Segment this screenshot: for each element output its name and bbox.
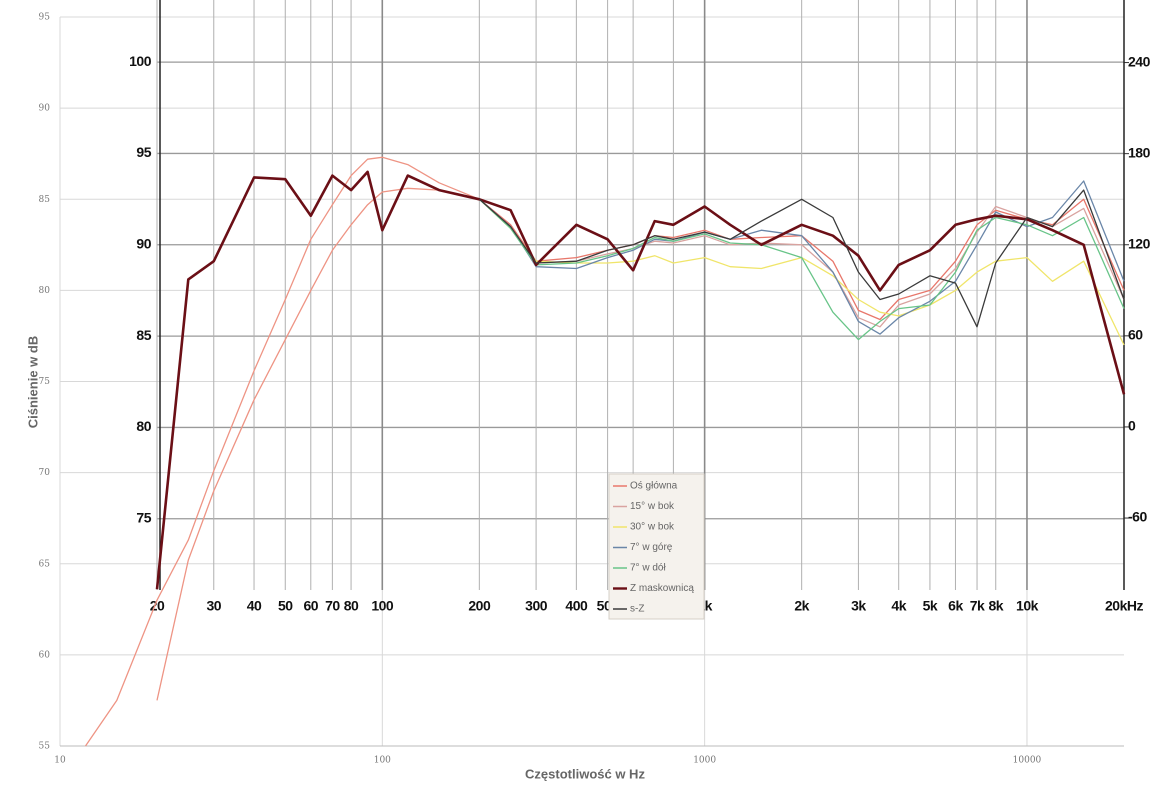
line-layer [84, 156, 1126, 747]
y2-tick-label: 60 [1128, 327, 1143, 343]
x-tick-label: 400 [565, 598, 588, 614]
x-tick-label: 4k [891, 598, 906, 614]
y-tick-label: 75 [136, 509, 151, 525]
x-tick-label: 3k [851, 598, 866, 614]
x-tick-label: 40 [247, 598, 262, 614]
x-tick-label: 60 [304, 598, 319, 614]
y2-tick-label: 120 [1128, 235, 1151, 251]
y2-tick-label: -60 [1128, 509, 1147, 525]
x-tick-label: 200 [468, 598, 491, 614]
x-tick-label: 100 [374, 756, 391, 766]
legend-label: s-Z [630, 604, 644, 615]
x-tick-label: 8k [988, 598, 1003, 614]
y-tick-label: 85 [136, 327, 151, 343]
y2-tick-label: 240 [1128, 53, 1151, 69]
series-line [478, 180, 1125, 335]
x-tick-label: 70 [325, 598, 340, 614]
x-tick-label: 1000 [693, 756, 716, 766]
x-tick-label: 300 [525, 598, 548, 614]
y-tick-label: 75 [39, 377, 51, 387]
y-axis-title: Ciśnienie w dB [25, 336, 40, 428]
x-tick-label: 30 [206, 598, 221, 614]
y-tick-label: 80 [136, 418, 151, 434]
x-tick-label: 7k [970, 598, 985, 614]
y-tick-label: 70 [39, 468, 51, 478]
x-tick-label: 80 [344, 598, 359, 614]
x-tick-label: 100 [371, 598, 394, 614]
series-line [478, 198, 1125, 328]
series-line [155, 170, 1126, 590]
series-line [156, 187, 480, 701]
y2-tick-label: 0 [1128, 418, 1136, 434]
series-line [84, 156, 480, 747]
legend-box [608, 473, 705, 620]
x-tick-label: 50 [278, 598, 293, 614]
x-tick-label: 6k [948, 598, 963, 614]
y-tick-label: 100 [129, 53, 152, 69]
series-line [478, 198, 1125, 346]
x-tick-label: 5k [923, 598, 938, 614]
series-line [478, 198, 1125, 341]
x-axis-title: Częstotliwość w Hz [525, 766, 645, 781]
legend-label: Oś główna [630, 481, 678, 492]
y-tick-label: 95 [39, 13, 51, 23]
y-tick-label: 60 [39, 650, 51, 660]
y-tick-label: 65 [39, 559, 51, 569]
legend-label: 15° w bok [630, 501, 675, 512]
y-tick-label: 95 [136, 144, 151, 160]
y2-tick-label: 180 [1128, 144, 1151, 160]
x-tick-label: 20kHz [1105, 598, 1143, 614]
x-tick-label: 10 [54, 756, 66, 766]
legend-label: Z maskownicą [630, 583, 694, 594]
series-line [478, 189, 1125, 328]
y-tick-label: 85 [39, 195, 51, 205]
y-tick-label: 90 [136, 235, 151, 251]
x-tick-label: 2k [794, 598, 809, 614]
legend-label: 30° w bok [630, 522, 675, 533]
y-tick-label: 55 [39, 742, 51, 752]
y-tick-label: 90 [39, 104, 51, 114]
x-tick-label: 10000 [1013, 756, 1042, 766]
legend: Oś główna 15° w bok 30° w bok 7° w górę 7° w… [608, 473, 705, 620]
legend-label: 7° w górę [630, 542, 673, 553]
y-tick-label: 80 [39, 286, 51, 296]
x-tick-label: 10k [1016, 598, 1039, 614]
legend-label: 7° w dół [630, 563, 666, 574]
